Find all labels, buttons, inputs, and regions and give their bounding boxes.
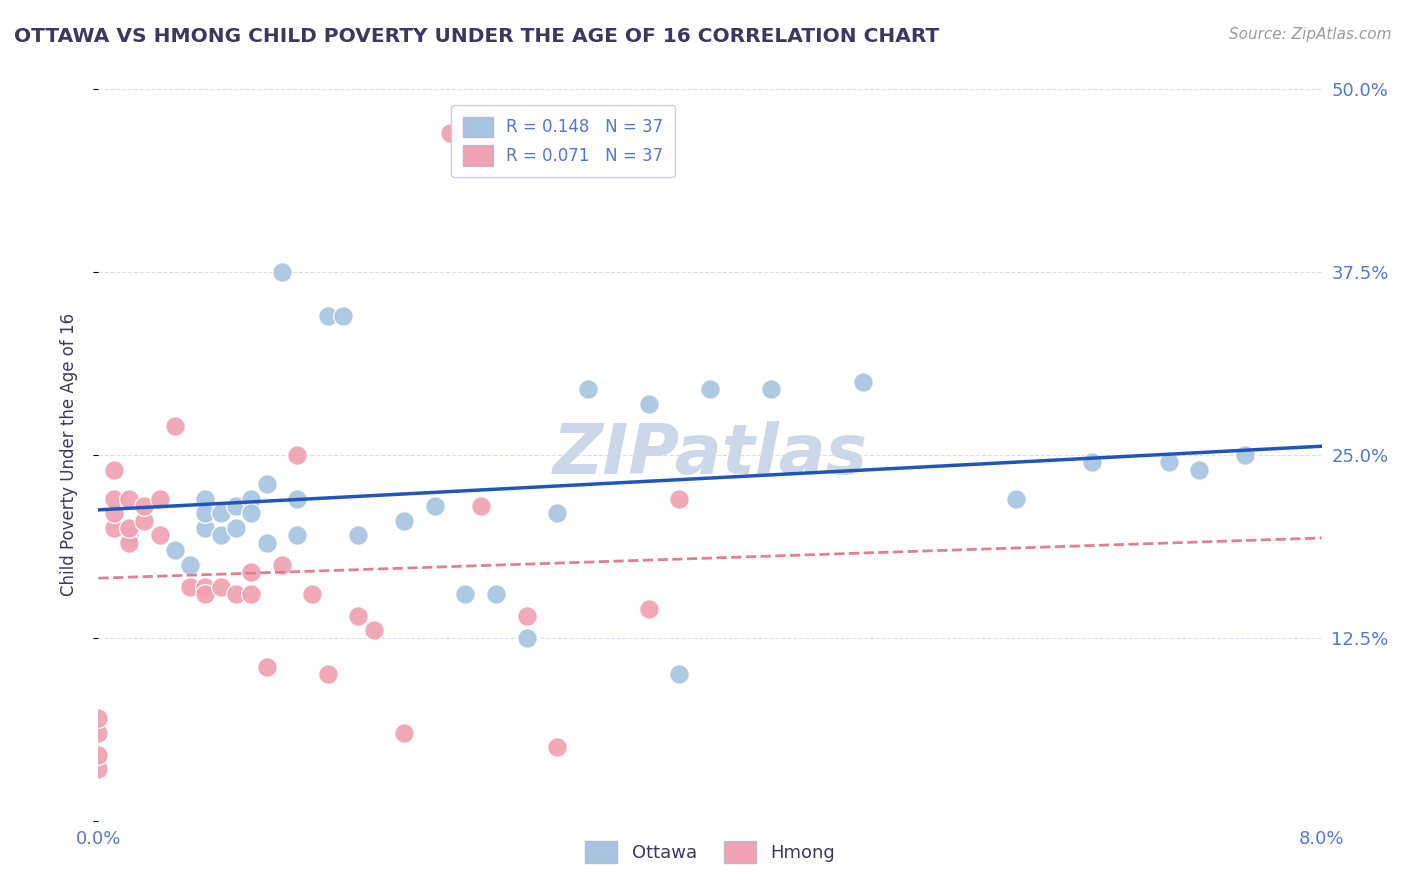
Point bbox=[87, 711, 110, 725]
Point bbox=[699, 382, 721, 396]
Point bbox=[668, 491, 690, 506]
Point bbox=[270, 558, 294, 572]
Point bbox=[1234, 448, 1257, 462]
Point bbox=[149, 491, 172, 506]
Point bbox=[1004, 491, 1026, 506]
Point bbox=[1188, 462, 1211, 476]
Text: OTTAWA VS HMONG CHILD POVERTY UNDER THE AGE OF 16 CORRELATION CHART: OTTAWA VS HMONG CHILD POVERTY UNDER THE … bbox=[14, 27, 939, 45]
Point bbox=[103, 462, 125, 476]
Point bbox=[332, 309, 354, 323]
Point bbox=[163, 543, 186, 558]
Point bbox=[392, 514, 416, 528]
Point bbox=[118, 535, 141, 549]
Point bbox=[1081, 455, 1104, 469]
Point bbox=[1157, 455, 1180, 469]
Point bbox=[240, 587, 263, 601]
Point bbox=[225, 521, 247, 535]
Point bbox=[194, 507, 217, 521]
Point bbox=[363, 624, 385, 638]
Point bbox=[134, 514, 156, 528]
Point bbox=[240, 565, 263, 579]
Point bbox=[194, 521, 217, 535]
Point bbox=[285, 528, 308, 542]
Point bbox=[149, 528, 172, 542]
Point bbox=[240, 491, 263, 506]
Text: ZIPatlas: ZIPatlas bbox=[553, 421, 868, 489]
Point bbox=[285, 491, 308, 506]
Point bbox=[225, 587, 247, 601]
Point bbox=[316, 309, 339, 323]
Point bbox=[194, 580, 217, 594]
Point bbox=[163, 418, 186, 433]
Point bbox=[256, 477, 278, 491]
Text: Source: ZipAtlas.com: Source: ZipAtlas.com bbox=[1229, 27, 1392, 42]
Point bbox=[225, 499, 247, 513]
Point bbox=[270, 265, 294, 279]
Point bbox=[256, 660, 278, 674]
Point bbox=[118, 491, 141, 506]
Point bbox=[301, 587, 323, 601]
Point bbox=[194, 587, 217, 601]
Point bbox=[103, 491, 125, 506]
Point bbox=[209, 528, 232, 542]
Point bbox=[134, 499, 156, 513]
Point bbox=[423, 499, 446, 513]
Point bbox=[852, 375, 875, 389]
Point bbox=[516, 631, 538, 645]
Point bbox=[637, 397, 661, 411]
Point bbox=[240, 507, 263, 521]
Point bbox=[118, 521, 141, 535]
Point bbox=[454, 587, 477, 601]
Point bbox=[347, 528, 370, 542]
Point bbox=[546, 740, 568, 755]
Point bbox=[87, 726, 110, 740]
Point bbox=[179, 558, 201, 572]
Point bbox=[637, 601, 661, 615]
Point bbox=[103, 507, 125, 521]
Point bbox=[546, 507, 568, 521]
Point bbox=[256, 535, 278, 549]
Point bbox=[209, 507, 232, 521]
Point bbox=[209, 580, 232, 594]
Point bbox=[347, 608, 370, 623]
Point bbox=[470, 499, 492, 513]
Point bbox=[316, 667, 339, 681]
Point bbox=[118, 528, 141, 542]
Point bbox=[516, 608, 538, 623]
Point bbox=[87, 763, 110, 777]
Legend: Ottawa, Hmong: Ottawa, Hmong bbox=[578, 834, 842, 870]
Point bbox=[392, 726, 416, 740]
Point bbox=[103, 521, 125, 535]
Point bbox=[576, 382, 599, 396]
Point bbox=[87, 747, 110, 762]
Point bbox=[285, 448, 308, 462]
Point bbox=[668, 667, 690, 681]
Point bbox=[194, 491, 217, 506]
Point bbox=[179, 580, 201, 594]
Y-axis label: Child Poverty Under the Age of 16: Child Poverty Under the Age of 16 bbox=[59, 313, 77, 597]
Point bbox=[439, 126, 461, 140]
Point bbox=[759, 382, 782, 396]
Point bbox=[485, 587, 508, 601]
